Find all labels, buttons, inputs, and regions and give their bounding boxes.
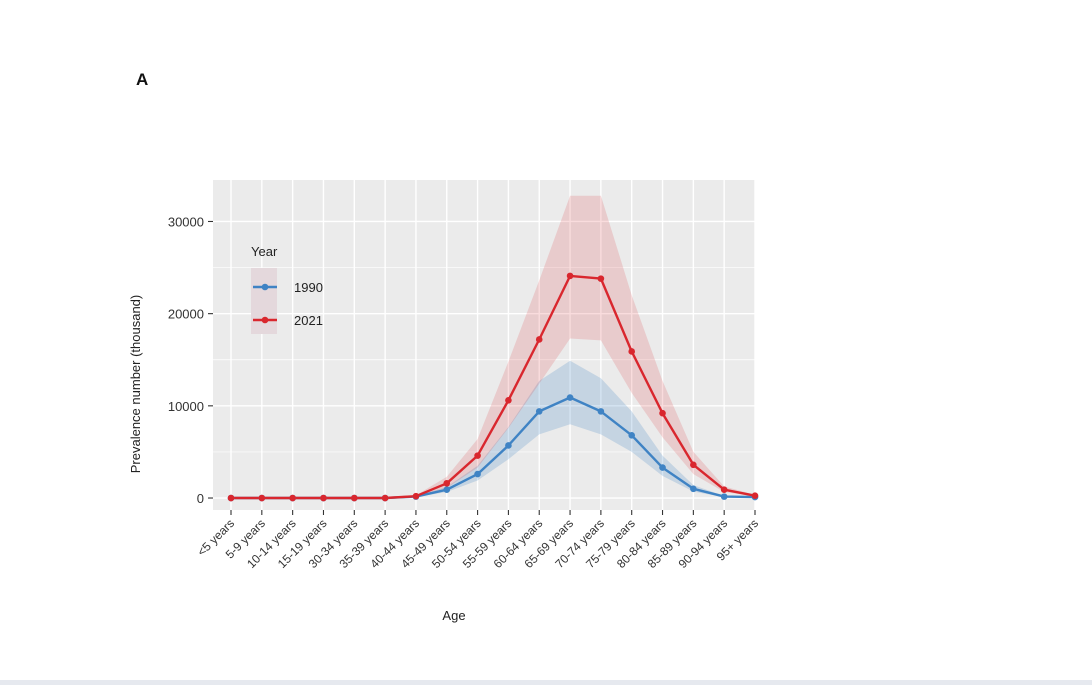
point-2021-7 (443, 479, 451, 487)
point-1990-9 (505, 442, 512, 449)
point-2021-11 (566, 272, 574, 280)
point-1990-11 (566, 394, 574, 401)
point-2021-6 (412, 492, 420, 500)
x-axis-label: Age (442, 608, 465, 623)
point-2021-12 (597, 275, 605, 282)
point-2021-16 (720, 486, 728, 494)
point-1990-15 (690, 485, 697, 493)
point-2021-5 (381, 494, 389, 502)
point-2021-4 (350, 494, 358, 502)
y-tick-label-0: 0 (197, 491, 204, 506)
grid (213, 180, 756, 510)
point-2021-8 (474, 452, 481, 459)
point-2021-15 (690, 461, 697, 469)
confidence-bands (231, 195, 755, 498)
watermark-overlay (582, 590, 768, 622)
point-2021-14 (659, 409, 666, 417)
y-tick-label-2: 20000 (168, 307, 204, 322)
point-1990-14 (659, 464, 666, 471)
point-1990-16 (720, 493, 728, 500)
legend: Year 1990 2021 (251, 244, 323, 334)
series-points (227, 272, 759, 502)
point-2021-2 (289, 494, 296, 502)
point-2021-17 (751, 492, 759, 500)
plot-background (213, 180, 755, 510)
point-1990-12 (597, 408, 605, 415)
panel-label: A (136, 70, 149, 89)
point-1990-7 (443, 486, 451, 494)
point-1990-13 (628, 432, 636, 439)
legend-marker-2021 (261, 316, 269, 324)
band-2021 (231, 195, 755, 498)
legend-label-2021: 2021 (294, 313, 323, 328)
y-tick-label-3: 30000 (168, 214, 204, 229)
point-2021-0 (227, 494, 235, 502)
legend-key-background (251, 268, 277, 334)
legend-marker-1990 (261, 283, 269, 291)
line-2021 (231, 274, 756, 500)
point-1990-10 (535, 408, 543, 415)
point-2021-10 (535, 336, 543, 343)
y-tick-label-1: 10000 (168, 399, 204, 414)
point-2021-1 (258, 494, 266, 502)
point-2021-9 (505, 397, 512, 404)
y-axis: 0 10000 20000 30000 (168, 214, 213, 506)
point-2021-3 (320, 494, 327, 502)
footer-strip (0, 680, 1092, 685)
legend-label-1990: 1990 (294, 280, 323, 295)
series-lines (231, 274, 756, 500)
point-2021-13 (628, 348, 636, 355)
y-axis-label: Prevalence number (thousand) (128, 295, 143, 474)
legend-title: Year (251, 244, 278, 259)
point-1990-8 (474, 470, 481, 478)
